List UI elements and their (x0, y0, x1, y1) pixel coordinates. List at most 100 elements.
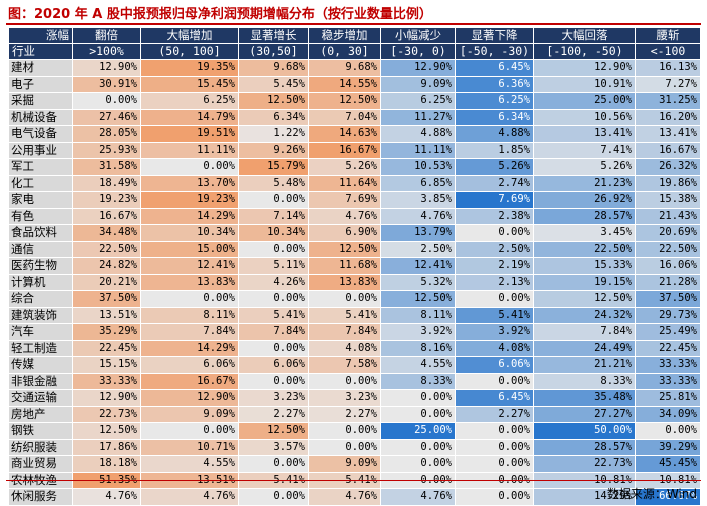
value-cell: 12.50% (308, 92, 381, 110)
value-cell: 2.27% (238, 405, 309, 423)
value-cell: 2.38% (455, 207, 534, 225)
industry-cell: 建材 (8, 59, 73, 77)
value-cell: 31.25% (635, 92, 701, 110)
value-cell: 0.00% (238, 488, 309, 506)
data-row: 食品饮料 34.48% 10.34% 10.34% 6.90% 13.79% 0.00% 3.… (8, 224, 701, 242)
header-cell: (0, 30] (308, 43, 381, 60)
bottom-rule (6, 480, 701, 481)
industry-cell: 休闲服务 (8, 488, 73, 506)
value-cell: 0.00% (455, 372, 534, 390)
data-row: 建筑装饰 13.51% 8.11% 5.41% 5.41% 8.11% 5.41% 24.32… (8, 306, 701, 324)
data-row: 机械设备 27.46% 14.79% 6.34% 7.04% 11.27% 6.34% 10.… (8, 108, 701, 126)
value-cell: 8.11% (140, 306, 239, 324)
value-cell: 3.23% (238, 389, 309, 407)
industry-cell: 纺织服装 (8, 438, 73, 456)
value-cell: 12.90% (140, 389, 239, 407)
value-cell: 13.51% (72, 306, 141, 324)
value-cell: 5.45% (238, 75, 309, 93)
data-row: 农林牧渔 51.35% 13.51% 5.41% 5.41% 0.00% 0.00% 10.8… (8, 471, 701, 489)
value-cell: 9.68% (308, 59, 381, 77)
value-cell: 34.48% (72, 224, 141, 242)
value-cell: 0.00% (238, 455, 309, 473)
value-cell: 12.90% (380, 59, 456, 77)
value-cell: 16.06% (635, 257, 701, 275)
value-cell: 4.08% (308, 339, 381, 357)
value-cell: 21.28% (635, 273, 701, 291)
value-cell: 1.85% (455, 141, 534, 159)
value-cell: 3.45% (533, 224, 636, 242)
value-cell: 50.00% (533, 422, 636, 440)
value-cell: 13.79% (380, 224, 456, 242)
value-cell: 22.45% (635, 339, 701, 357)
value-cell: 33.33% (72, 372, 141, 390)
industry-cell: 非银金融 (8, 372, 73, 390)
value-cell: 27.46% (72, 108, 141, 126)
value-cell: 20.69% (635, 224, 701, 242)
value-cell: 21.43% (635, 207, 701, 225)
value-cell: 0.00% (308, 438, 381, 456)
value-cell: 12.50% (238, 92, 309, 110)
title: 图：2020 年 A 股中报预报归母净利润预期增幅分布（按行业数量比例） (8, 7, 432, 22)
value-cell: 8.33% (533, 372, 636, 390)
value-cell: 2.27% (455, 405, 534, 423)
value-cell: 21.23% (533, 174, 636, 192)
data-row: 军工 31.58% 0.00% 15.79% 5.26% 10.53% 5.26% 5.26%… (8, 158, 701, 176)
industry-cell: 家电 (8, 191, 73, 209)
industry-cell: 医药生物 (8, 257, 73, 275)
value-cell: 14.55% (308, 75, 381, 93)
value-cell: 15.38% (635, 191, 701, 209)
data-row: 电气设备 28.05% 19.51% 1.22% 14.63% 4.88% 4.88% 13.… (8, 125, 701, 143)
value-cell: 33.33% (635, 372, 701, 390)
value-cell: 35.29% (72, 323, 141, 341)
value-cell: 0.00% (72, 92, 141, 110)
industry-cell: 商业贸易 (8, 455, 73, 473)
value-cell: 45.45% (635, 455, 701, 473)
value-cell: 28.57% (533, 207, 636, 225)
value-cell: 3.23% (308, 389, 381, 407)
header-row: 行业 >100% (50, 100] (30,50] (0, 30] [-30, 0) [-… (8, 43, 701, 60)
value-cell: 66.67% (635, 488, 701, 506)
data-row: 纺织服装 17.86% 10.71% 3.57% 0.00% 0.00% 0.00% 28.5… (8, 438, 701, 456)
industry-cell: 军工 (8, 158, 73, 176)
data-row: 家电 19.23% 19.23% 0.00% 7.69% 3.85% 7.69% 26.92%… (8, 191, 701, 209)
value-cell: 20.21% (72, 273, 141, 291)
value-cell: 16.67% (635, 141, 701, 159)
value-cell: 12.50% (533, 290, 636, 308)
value-cell: 29.73% (635, 306, 701, 324)
value-cell: 7.27% (635, 75, 701, 93)
value-cell: 16.13% (635, 59, 701, 77)
value-cell: 4.26% (238, 273, 309, 291)
value-cell: 12.50% (380, 290, 456, 308)
value-cell: 34.09% (635, 405, 701, 423)
value-cell: 12.50% (72, 422, 141, 440)
value-cell: 0.00% (380, 405, 456, 423)
value-cell: 5.41% (455, 306, 534, 324)
value-cell: 18.49% (72, 174, 141, 192)
industry-cell: 钢铁 (8, 422, 73, 440)
value-cell: 5.32% (380, 273, 456, 291)
value-cell: 24.32% (533, 306, 636, 324)
value-cell: 0.00% (140, 290, 239, 308)
value-cell: 16.67% (308, 141, 381, 159)
value-cell: 19.51% (140, 125, 239, 143)
industry-cell: 化工 (8, 174, 73, 192)
header-cell: 显著增长 (238, 27, 309, 44)
value-cell: 11.11% (140, 141, 239, 159)
value-cell: 12.41% (380, 257, 456, 275)
value-cell: 4.76% (308, 207, 381, 225)
value-cell: 4.76% (380, 207, 456, 225)
value-cell: 14.29% (140, 207, 239, 225)
value-cell: 22.73% (72, 405, 141, 423)
value-cell: 7.14% (238, 207, 309, 225)
header-cell: (50, 100] (140, 43, 239, 60)
data-row: 采掘 0.00% 6.25% 12.50% 12.50% 6.25% 6.25% 25.00%… (8, 92, 701, 110)
value-cell: 5.26% (308, 158, 381, 176)
value-cell: 6.45% (455, 389, 534, 407)
data-row: 休闲服务 4.76% 4.76% 0.00% 4.76% 4.76% 0.00% 14.29%… (8, 488, 701, 506)
value-cell: 12.50% (238, 422, 309, 440)
value-cell: 8.16% (380, 339, 456, 357)
value-cell: 16.20% (635, 108, 701, 126)
value-cell: 0.00% (238, 339, 309, 357)
value-cell: 6.45% (455, 59, 534, 77)
